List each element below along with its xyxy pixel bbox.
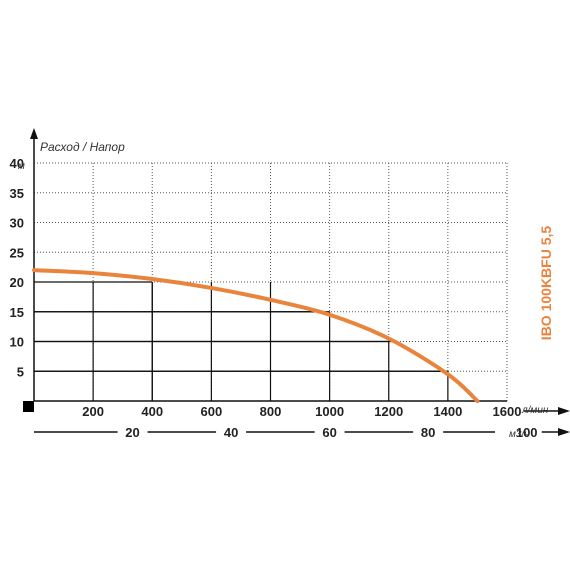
x2-tick-label: 80: [421, 425, 435, 440]
x2-tick-label: 60: [322, 425, 336, 440]
y-tick-label: 15: [10, 305, 24, 320]
x2-tick-bg: [511, 424, 542, 439]
series: [32, 268, 480, 403]
chart-title: Расход / Напор: [40, 140, 125, 154]
x-unit-primary-label: л/мин: [521, 405, 549, 416]
y-tick-label: 30: [10, 216, 24, 231]
y-axis-arrow: [30, 128, 38, 139]
x2-tick-label: 100: [516, 425, 538, 440]
x2-tick-bg: [413, 424, 444, 439]
x2-tick-bg: [216, 424, 247, 439]
x-unit-secondary-label: м3/ч: [509, 429, 529, 440]
origin-marker: [23, 401, 34, 412]
x-tick-label: 400: [141, 404, 163, 419]
x-tick-label: 1400: [433, 404, 462, 419]
x-tick-label: 1600: [493, 404, 522, 419]
x2-tick-label: 20: [125, 425, 139, 440]
tick-labels: 5 10 15 20 25 30 35 40 200 400 600 800 1000 1200 1400 1…: [10, 156, 542, 440]
x-tick-label: 800: [260, 404, 282, 419]
x-axis-secondary-arrow: [558, 428, 570, 436]
y-tick-label: 20: [10, 275, 24, 290]
series-line: [32, 268, 480, 403]
x-tick-label: 1200: [374, 404, 403, 419]
y-tick-label: 25: [10, 245, 24, 260]
y-tick-label: 10: [10, 335, 24, 350]
y-tick-label: 35: [10, 186, 24, 201]
x2-tick-label: 40: [224, 425, 238, 440]
x-tick-label: 1000: [315, 404, 344, 419]
x-tick-label: 600: [201, 404, 223, 419]
x2-tick-bg: [314, 424, 345, 439]
highlight-grid: [34, 281, 449, 401]
x-tick-label: 200: [82, 404, 104, 419]
x2-tick-bg: [117, 424, 148, 439]
y-unit-label: м: [18, 161, 25, 172]
model-label: IBO 100KBFU 5,5: [538, 226, 554, 341]
x-axis-primary-arrow: [558, 407, 570, 415]
y-tick-label: 5: [17, 364, 24, 379]
y-tick-label: 40: [10, 156, 24, 171]
